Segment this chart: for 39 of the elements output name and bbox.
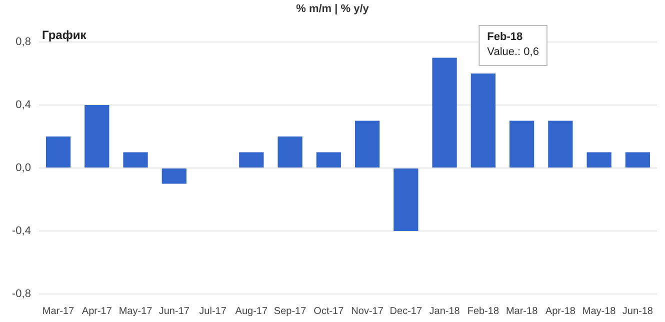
annotation: Feb-18 Value.: 0,6 [487, 31, 539, 58]
x-tick-label: Jun-18 [622, 306, 654, 317]
bar [278, 136, 302, 168]
x-tick-label: Jun-17 [158, 306, 190, 317]
bar [432, 58, 457, 168]
bar [316, 152, 341, 168]
x-tick-label: Dec-17 [390, 306, 422, 317]
y-tick-label: -0,4 [12, 225, 31, 238]
bar [586, 152, 612, 168]
x-tick-label: Sep-17 [274, 306, 307, 317]
x-tick-label: Apr-18 [545, 306, 576, 317]
bar [625, 152, 650, 168]
x-tick-label: Mar-17 [42, 306, 75, 317]
bar [123, 152, 148, 168]
x-tick-label: Nov-17 [351, 306, 384, 317]
bar [84, 105, 110, 168]
x-tick-label: May-17 [118, 306, 153, 317]
y-tick-label: 0,0 [16, 162, 31, 174]
chart-title: График [42, 28, 86, 42]
bar [354, 120, 380, 168]
bar [470, 74, 496, 168]
x-tick-label: Jan-18 [429, 306, 460, 317]
x-tick-label: Jul-17 [199, 306, 227, 317]
x-tick-label: Mar-18 [506, 306, 538, 317]
bar [162, 168, 186, 184]
chart-subtitle: % m/m | % y/y [295, 3, 370, 15]
bar [548, 120, 573, 168]
bar [509, 120, 534, 168]
y-tick-label: -0,8 [12, 288, 31, 300]
bar [394, 168, 418, 231]
y-tick-label: 0,4 [16, 99, 31, 112]
x-tick-label: Oct-17 [314, 306, 344, 317]
x-tick-label: Aug-17 [235, 306, 268, 317]
x-tick-label: Apr-17 [82, 306, 112, 317]
bar [239, 152, 264, 168]
bar [46, 136, 71, 168]
x-tick-label: Feb-18 [467, 306, 500, 317]
y-tick-label: 0,8 [16, 36, 31, 48]
x-tick-label: May-18 [582, 306, 616, 317]
